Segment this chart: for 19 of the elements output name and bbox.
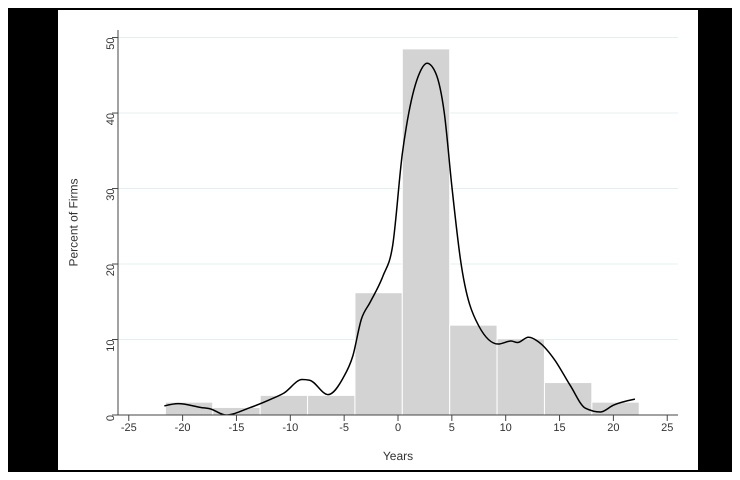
x-tick-label: -5 xyxy=(339,422,350,434)
y-tick-label: 0 xyxy=(104,415,117,422)
x-tick-label: 20 xyxy=(607,422,620,434)
x-tick-label: 5 xyxy=(448,422,455,434)
y-tick-label: 20 xyxy=(104,264,117,276)
y-tick-label: 40 xyxy=(104,113,117,126)
x-tick-label: 0 xyxy=(394,422,402,434)
x-tick-label: -25 xyxy=(120,422,137,434)
x-tick-label: -10 xyxy=(282,422,298,434)
x-tick-label: -15 xyxy=(228,422,244,434)
x-tick-label: 25 xyxy=(661,422,674,434)
y-axis-title: Percent of Firms xyxy=(66,178,80,267)
y-tick-label: 30 xyxy=(104,188,117,201)
x-tick-label: 10 xyxy=(500,422,512,434)
x-axis-title: Years xyxy=(382,449,414,463)
x-tick-label: 15 xyxy=(553,422,566,434)
y-tick-label: 50 xyxy=(104,38,117,50)
x-tick-label: -20 xyxy=(174,422,191,434)
y-tick-label: 10 xyxy=(104,340,117,352)
